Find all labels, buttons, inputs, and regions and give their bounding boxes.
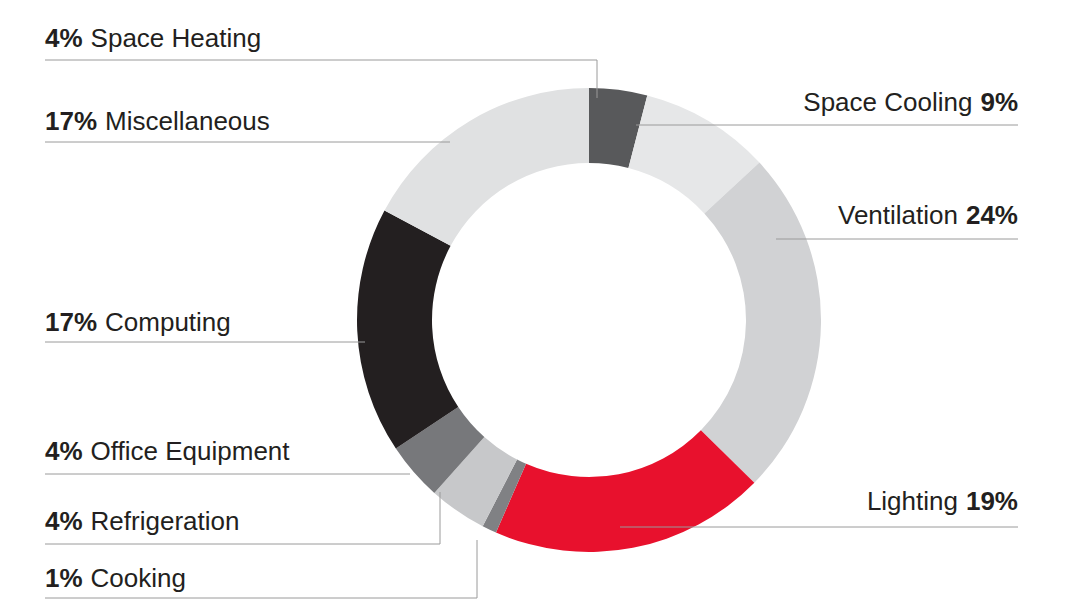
svg-text:Space Cooling9%: Space Cooling9% <box>803 87 1018 117</box>
svg-text:4%Space Heating: 4%Space Heating <box>45 23 261 53</box>
svg-text:Ventilation24%: Ventilation24% <box>838 200 1018 230</box>
svg-text:1%Cooking: 1%Cooking <box>45 563 186 593</box>
svg-text:4%Office Equipment: 4%Office Equipment <box>45 436 290 466</box>
svg-text:17%Miscellaneous: 17%Miscellaneous <box>45 106 270 136</box>
svg-text:4%Refrigeration: 4%Refrigeration <box>45 506 239 536</box>
svg-text:17%Computing: 17%Computing <box>45 307 231 337</box>
svg-text:Lighting19%: Lighting19% <box>867 486 1018 516</box>
